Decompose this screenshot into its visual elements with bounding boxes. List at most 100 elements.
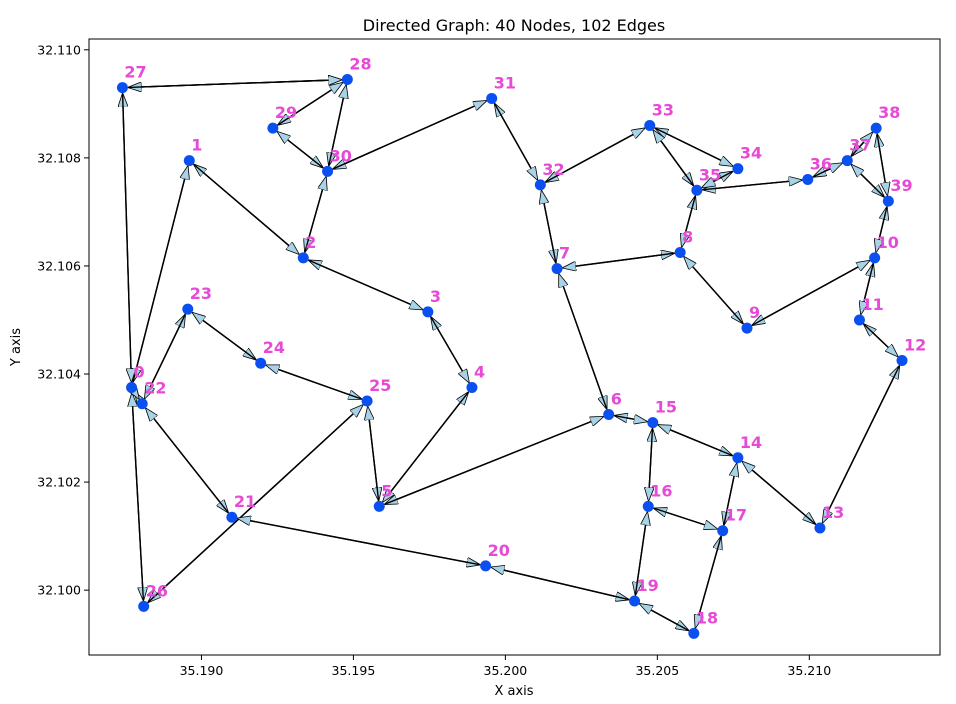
edge-31-32: [494, 103, 538, 180]
edges-layer: [123, 80, 900, 631]
node-label-28: 28: [349, 55, 371, 74]
node-label-33: 33: [652, 100, 674, 119]
node-label-20: 20: [488, 541, 510, 560]
node-34: [732, 163, 744, 175]
edge-37-38: [850, 133, 872, 157]
node-label-31: 31: [494, 73, 516, 92]
node-20: [480, 560, 492, 572]
node-label-35: 35: [699, 165, 721, 184]
node-label-16: 16: [650, 481, 672, 500]
node-label-25: 25: [369, 376, 391, 395]
node-0: [126, 382, 138, 394]
node-17: [717, 525, 729, 537]
node-label-37: 37: [849, 136, 871, 155]
edge-27-0: [121, 93, 132, 382]
edge-30-31: [332, 101, 486, 170]
edge-34-35: [702, 170, 733, 187]
node-31: [486, 92, 498, 104]
edge-12-13: [823, 365, 900, 523]
edge-39-37: [852, 165, 885, 198]
edge-5-25: [368, 407, 380, 501]
edge-14-15: [658, 425, 733, 457]
y-tick-label: 32.104: [37, 367, 81, 382]
node-label-32: 32: [542, 160, 564, 179]
edge-21-22: [146, 408, 229, 513]
node-label-27: 27: [124, 63, 146, 82]
node-label-8: 8: [682, 227, 693, 246]
node-10: [869, 252, 881, 264]
edge-1-2: [193, 163, 299, 253]
node-30: [322, 165, 334, 177]
edge-35-8: [682, 195, 696, 247]
node-32: [534, 179, 546, 191]
edge-3-4: [430, 316, 469, 382]
node-label-22: 22: [144, 379, 166, 398]
node-label-18: 18: [696, 608, 718, 627]
edge-35-33: [653, 130, 694, 186]
node-19: [629, 595, 641, 607]
edge-6-7: [559, 274, 608, 410]
edge-5-6: [384, 417, 603, 505]
node-label-14: 14: [740, 433, 762, 452]
x-axis-label: X axis: [494, 684, 533, 699]
node-label-0: 0: [134, 363, 145, 382]
node-label-12: 12: [904, 336, 926, 355]
edge-11-12: [863, 323, 898, 356]
node-label-3: 3: [430, 287, 441, 306]
edge-7-32: [542, 191, 557, 263]
edge-4-5: [383, 391, 469, 501]
node-38: [870, 122, 882, 134]
edge-29-28: [277, 83, 342, 126]
edge-15-16: [649, 428, 653, 501]
node-23: [182, 303, 194, 315]
x-axis: 35.190 35.195 35.200 35.205 35.210: [180, 655, 831, 678]
node-label-11: 11: [861, 295, 883, 314]
node-39: [882, 195, 894, 207]
edge-23-22: [145, 314, 186, 399]
node-15: [647, 417, 659, 429]
node-14: [732, 452, 744, 464]
node-label-21: 21: [234, 492, 256, 511]
y-tick-label: 32.102: [37, 475, 81, 490]
node-label-7: 7: [559, 244, 570, 263]
node-1: [183, 155, 195, 167]
edge-2-3: [308, 259, 423, 309]
edge-30-28: [328, 85, 346, 166]
node-label-5: 5: [381, 481, 392, 500]
nodes-layer: [116, 74, 908, 639]
node-37: [841, 155, 853, 167]
node-label-34: 34: [740, 144, 762, 163]
edge-30-29: [278, 132, 324, 169]
node-label-6: 6: [611, 390, 622, 409]
node-5: [373, 500, 385, 512]
y-tick-label: 32.106: [37, 258, 81, 273]
node-label-29: 29: [275, 103, 297, 122]
node-18: [688, 627, 700, 639]
y-axis-label: Y axis: [9, 328, 24, 367]
edge-39-10: [876, 206, 888, 252]
chart-title: Directed Graph: 40 Nodes, 102 Edges: [363, 16, 665, 35]
edge-9-10: [751, 261, 869, 326]
edge-25-24: [266, 365, 362, 400]
edge-13-14: [742, 462, 816, 525]
node-21: [226, 511, 238, 523]
node-label-17: 17: [725, 506, 747, 525]
node-6: [603, 409, 615, 421]
edge-17-14: [723, 464, 737, 525]
x-tick-label: 35.195: [332, 663, 376, 678]
edge-35-36: [702, 180, 802, 191]
edge-18-19: [640, 604, 689, 632]
node-label-36: 36: [810, 154, 832, 173]
node-12: [896, 355, 908, 367]
x-tick-label: 35.210: [787, 663, 831, 678]
edge-20-21: [238, 518, 480, 566]
node-label-23: 23: [190, 284, 212, 303]
node-3: [422, 306, 434, 318]
node-4: [466, 382, 478, 394]
edge-19-16: [634, 512, 647, 596]
edge-38-39: [876, 133, 887, 195]
node-9: [741, 322, 753, 334]
node-27: [116, 82, 128, 94]
